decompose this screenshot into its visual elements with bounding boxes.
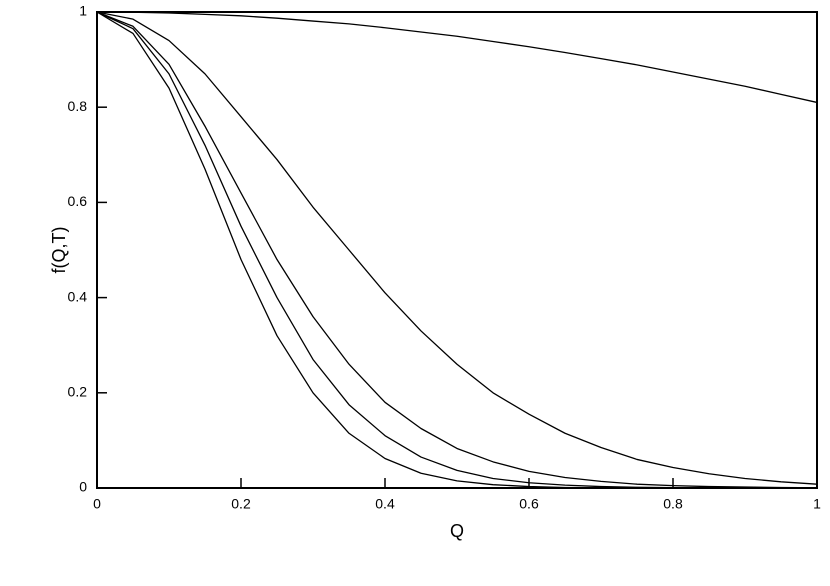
- x-tick-label: 0.4: [375, 496, 395, 512]
- y-tick-label: 1: [79, 3, 87, 19]
- line: [96, 11, 818, 489]
- y-axis-title: f(Q,T): [49, 227, 69, 274]
- line: [96, 11, 818, 485]
- y-tick-label: 0: [79, 479, 87, 495]
- x-tick-label: 1: [813, 496, 821, 512]
- line: [96, 11, 818, 489]
- x-tick-label: 0.6: [519, 496, 539, 512]
- plot-frame: [96, 11, 818, 489]
- y-tick-label: 0.2: [68, 384, 88, 400]
- x-tick-label: 0.8: [663, 496, 683, 512]
- x-tick-label: 0: [93, 496, 101, 512]
- line: [96, 11, 817, 489]
- x-axis-title: Q: [450, 521, 464, 541]
- x-tick-label: 0.2: [231, 496, 251, 512]
- line: [96, 11, 818, 104]
- y-tick-label: 0.6: [68, 193, 88, 209]
- y-tick-label: 0.4: [68, 288, 88, 304]
- y-tick-label: 0.8: [68, 98, 88, 114]
